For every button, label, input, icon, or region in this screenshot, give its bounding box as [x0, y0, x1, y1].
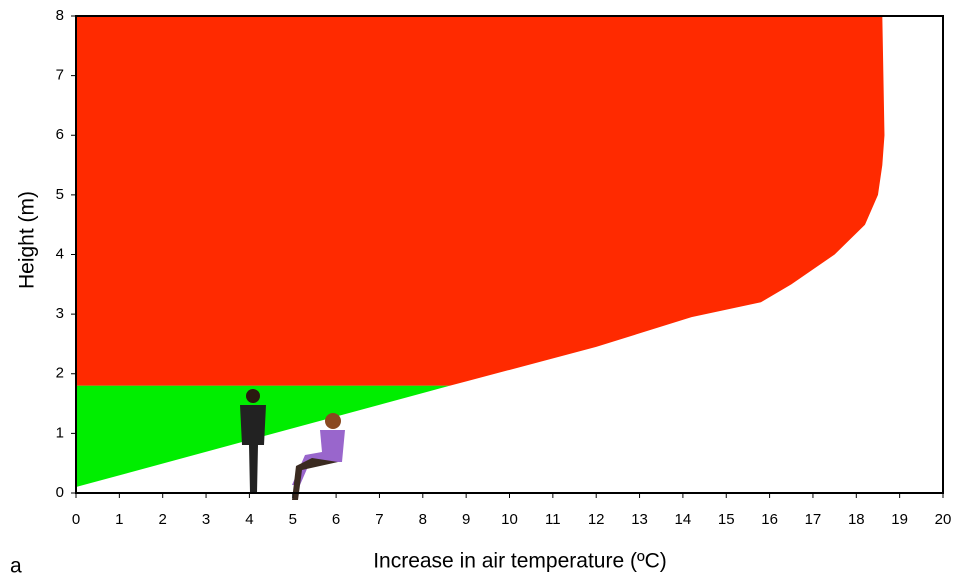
- y-tick-label: 4: [56, 245, 64, 262]
- x-tick-label: 2: [159, 511, 167, 528]
- x-tick-label: 13: [631, 511, 648, 528]
- x-tick-label: 14: [675, 511, 692, 528]
- chart: Increase in air temperature (ºC) Height …: [0, 0, 958, 578]
- x-tick-label: 18: [848, 511, 865, 528]
- x-tick-label: 0: [72, 511, 80, 528]
- y-tick-label: 6: [56, 126, 64, 143]
- x-tick-label: 10: [501, 511, 518, 528]
- x-tick-label: 4: [245, 511, 253, 528]
- x-tick-label: 3: [202, 511, 210, 528]
- x-tick-label: 9: [462, 511, 470, 528]
- y-tick-label: 5: [56, 186, 64, 203]
- x-tick-label: 16: [761, 511, 778, 528]
- man-head: [246, 389, 260, 403]
- y-tick-label: 2: [56, 365, 64, 382]
- y-tick-label: 0: [56, 484, 64, 501]
- x-tick-label: 7: [375, 511, 383, 528]
- x-tick-label: 8: [419, 511, 427, 528]
- y-tick-label: 1: [56, 424, 64, 441]
- y-axis-label: Height (m): [16, 191, 39, 289]
- x-tick-label: 15: [718, 511, 735, 528]
- panel-label: a: [10, 555, 22, 578]
- area: [76, 16, 884, 386]
- areas: [76, 16, 884, 487]
- x-tick-label: 5: [289, 511, 297, 528]
- x-tick-label: 1: [115, 511, 123, 528]
- x-tick-label: 20: [935, 511, 952, 528]
- man-body: [240, 405, 266, 493]
- woman-head: [325, 413, 341, 429]
- y-tick-label: 3: [56, 305, 64, 322]
- x-tick-label: 6: [332, 511, 340, 528]
- x-tick-label: 11: [545, 511, 561, 528]
- y-tick-label: 8: [56, 7, 64, 24]
- x-axis-label: Increase in air temperature (ºC): [373, 550, 667, 573]
- x-tick-label: 19: [891, 511, 908, 528]
- y-tick-label: 7: [56, 67, 64, 84]
- x-tick-label: 12: [588, 511, 605, 528]
- x-tick-label: 17: [805, 511, 822, 528]
